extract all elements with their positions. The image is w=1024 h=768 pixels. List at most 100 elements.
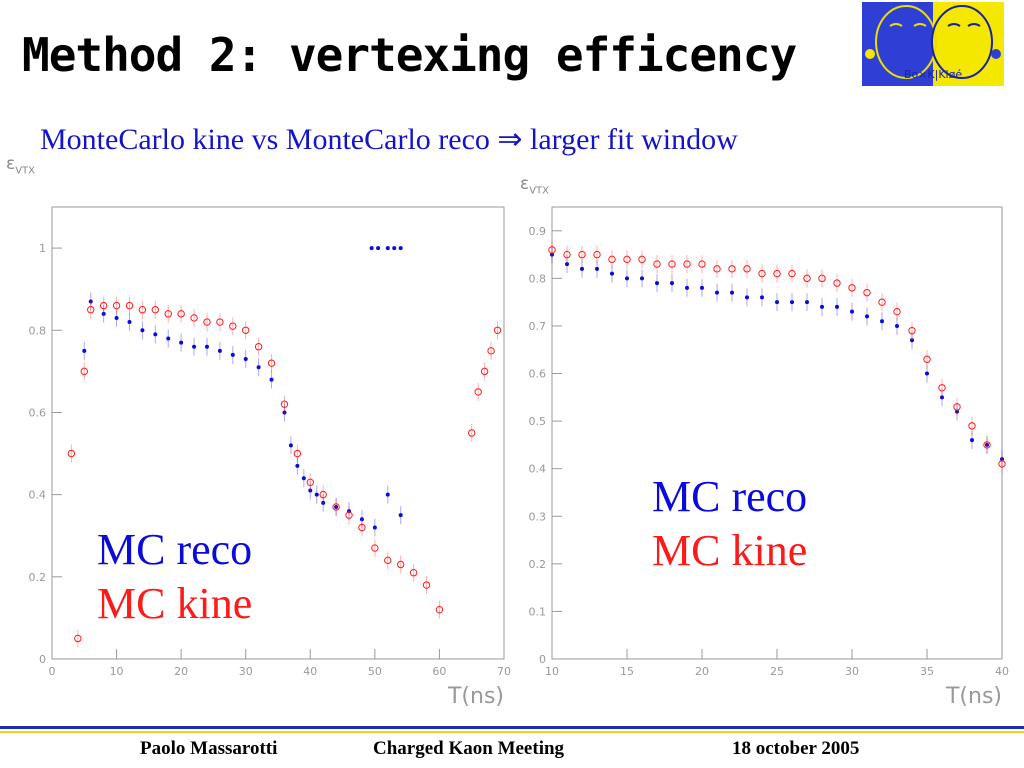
left-mc-kine-point (125, 301, 134, 310)
right-mc-kine-point (683, 260, 691, 268)
left-mc-kine-point (468, 429, 476, 437)
left-legend: MC reco MC kine (97, 523, 252, 631)
right-mc-kine-point (758, 269, 766, 278)
right-mc-kine-point (743, 265, 751, 273)
right-mc-reco-point (700, 285, 704, 290)
left-mc-reco-point (192, 344, 197, 349)
left-mc-kine-point (203, 318, 211, 326)
left-x-tick-label: 70 (497, 665, 511, 678)
left-mc-kine-point (480, 367, 489, 376)
right-mc-kine-point (713, 265, 721, 273)
footer-date: 18 october 2005 (732, 738, 860, 759)
left-mc-kine-point (99, 301, 108, 310)
right-mc-reco-point (925, 371, 929, 376)
right-mc-kine-point (938, 384, 946, 392)
left-y-tick-label: 1 (39, 242, 46, 255)
left-mc-reco-point (82, 348, 87, 353)
kloe-logo: Bo×K|Kløé (862, 2, 1004, 86)
right-x-tick-label: 10 (545, 665, 559, 678)
right-mc-kine-point (818, 274, 826, 283)
left-vertex-efficiency-plot: 0 10 20 30 40 50 60 70 0 0.2 0.4 0.6 0.8 1 T(ns) (29, 206, 511, 709)
left-mc-kine-point (487, 347, 495, 355)
left-mc-reco-point (114, 315, 119, 320)
left-mc-kine-point (435, 605, 444, 614)
right-mc-reco-point (610, 271, 614, 276)
left-mc-reco-point (372, 525, 377, 530)
right-mc-reco-point (715, 290, 719, 295)
left-x-tick-label: 20 (174, 665, 188, 678)
left-mc-reco-point (243, 357, 248, 362)
left-mc-reco-outlier-point (385, 246, 390, 251)
left-y-tick-label: 0 (39, 653, 46, 666)
right-mc-reco-point (625, 276, 629, 281)
right-mc-kine-point (578, 250, 586, 259)
left-mc-reco-point (359, 517, 364, 522)
left-mc-kine-point (216, 318, 224, 326)
right-y-tick-label: 0.2 (529, 558, 547, 571)
left-mc-reco-point (127, 320, 132, 325)
left-mc-kine-point (267, 359, 276, 367)
left-mc-reco-point (301, 476, 306, 481)
left-mc-kine-point (474, 388, 482, 396)
right-mc-reco-point (685, 285, 689, 290)
left-mc-reco-point (321, 500, 326, 505)
right-mc-reco-point (730, 290, 734, 295)
right-mc-kine-point (728, 265, 736, 273)
right-mc-reco-point (880, 319, 884, 324)
left-mc-reco-outlier-point (369, 246, 374, 251)
right-mc-kine-point (788, 269, 796, 278)
left-mc-reco-point (308, 488, 313, 493)
right-mc-kine-point (773, 269, 781, 278)
right-mc-reco-point (895, 323, 899, 328)
left-mc-reco-outlier-point (376, 246, 381, 251)
right-mc-reco-point (985, 442, 989, 447)
slide-subtitle: MonteCarlo kine vs MonteCarlo reco ⇒ lar… (40, 123, 738, 156)
right-mc-reco-point (955, 409, 959, 414)
left-mc-kine-point (164, 310, 172, 318)
right-mc-reco-point (850, 309, 854, 314)
right-mc-kine-point (608, 255, 616, 264)
right-mc-kine-point (983, 441, 991, 449)
right-mc-reco-point (565, 262, 569, 267)
right-y-tick-label: 0.6 (529, 368, 547, 381)
left-mc-reco-point (282, 410, 287, 415)
right-mc-reco-point (835, 304, 839, 309)
right-x-tick-label: 20 (695, 665, 709, 678)
right-x-tick-label: 30 (845, 665, 859, 678)
left-mc-reco-point (88, 299, 93, 304)
footer-author: Paolo Massarotti (140, 738, 278, 759)
right-x-tick-label: 15 (620, 665, 634, 678)
left-mc-reco-point (385, 492, 390, 497)
left-mc-kine-point (177, 310, 185, 318)
right-mc-reco-point (655, 281, 659, 286)
left-mc-kine-point (384, 556, 392, 565)
left-x-tick-label: 30 (239, 665, 253, 678)
right-y-axis-label: εVTX (520, 174, 550, 197)
right-legend-mc-kine: MC kine (652, 526, 808, 575)
right-mc-kine-point (968, 422, 976, 430)
right-mc-reco-point (865, 314, 869, 319)
left-mc-reco-outlier-point (398, 246, 403, 251)
left-mc-reco-point (398, 513, 403, 518)
left-x-tick-label: 40 (303, 665, 317, 678)
left-mc-kine-point (112, 301, 121, 310)
left-mc-reco-point (217, 348, 222, 353)
right-mc-reco-point (550, 252, 554, 257)
left-y-tick-label: 0.8 (29, 324, 47, 337)
left-mc-kine-point (67, 449, 76, 458)
left-x-tick-label: 10 (110, 665, 124, 678)
left-mc-kine-point (190, 314, 198, 322)
left-mc-reco-point (334, 504, 339, 509)
right-y-tick-label: 0.8 (529, 272, 547, 285)
right-x-axis-label: T(ns) (945, 684, 1002, 709)
right-mc-reco-point (745, 295, 749, 300)
left-mc-kine-point (409, 569, 418, 577)
right-mc-kine-point (878, 298, 886, 306)
left-mc-kine-point (493, 326, 502, 334)
right-mc-kine-point (698, 260, 706, 268)
right-x-tick-label: 25 (770, 665, 784, 678)
right-mc-reco-point (820, 304, 824, 309)
left-y-tick-label: 0.4 (29, 489, 47, 502)
left-mc-kine-point (319, 490, 327, 499)
left-mc-kine-point (280, 400, 289, 408)
